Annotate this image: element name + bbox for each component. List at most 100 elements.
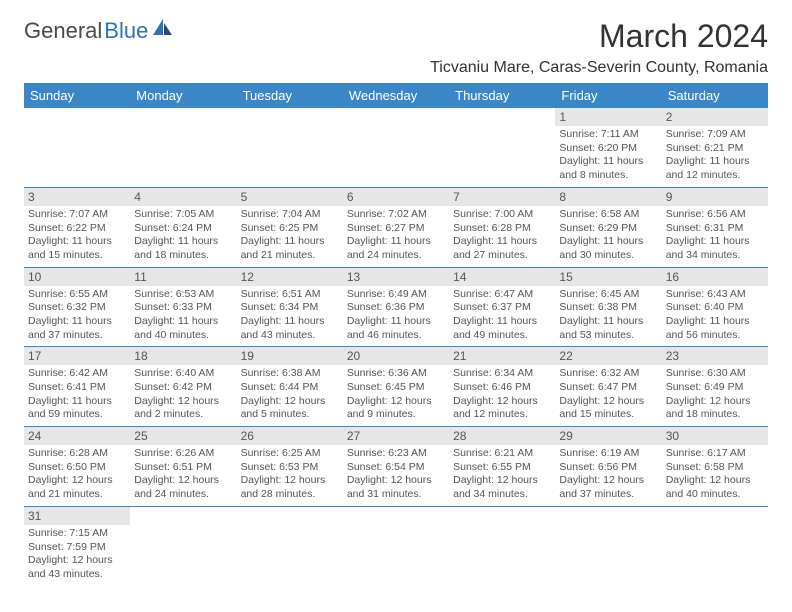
calendar-row: 31 Sunrise: 7:15 AMSunset: 7:59 PMDayligh… (24, 506, 768, 585)
day-info: Sunrise: 6:36 AMSunset: 6:45 PMDaylight:… (347, 367, 445, 422)
day-number: 4 (130, 188, 236, 206)
calendar-cell-empty (24, 108, 130, 187)
day-info-line: Sunset: 6:44 PM (241, 381, 339, 395)
day-info-line: and 56 minutes. (666, 329, 764, 343)
weekday-header: Friday (555, 83, 661, 108)
calendar-cell-empty (449, 108, 555, 187)
calendar-cell-empty (237, 506, 343, 585)
title-block: March 2024 (599, 18, 768, 55)
logo-text-2: Blue (104, 18, 148, 44)
day-info: Sunrise: 6:58 AMSunset: 6:29 PMDaylight:… (559, 208, 657, 263)
day-number: 14 (449, 268, 555, 286)
calendar-body: 1Sunrise: 7:11 AMSunset: 6:20 PMDaylight… (24, 108, 768, 586)
calendar-cell: 2Sunrise: 7:09 AMSunset: 6:21 PMDaylight… (662, 108, 768, 187)
day-info-line: Sunrise: 6:32 AM (559, 367, 657, 381)
day-number: 5 (237, 188, 343, 206)
day-info-line: Daylight: 12 hours (666, 395, 764, 409)
day-info-line: Sunrise: 6:56 AM (666, 208, 764, 222)
day-info: Sunrise: 6:34 AMSunset: 6:46 PMDaylight:… (453, 367, 551, 422)
day-number: 19 (237, 347, 343, 365)
calendar-cell-empty (237, 108, 343, 187)
day-info-line: and 46 minutes. (347, 329, 445, 343)
day-info: Sunrise: 7:15 AMSunset: 7:59 PMDaylight:… (28, 527, 126, 582)
day-info-line: and 18 minutes. (666, 408, 764, 422)
day-number: 6 (343, 188, 449, 206)
calendar-table: SundayMondayTuesdayWednesdayThursdayFrid… (24, 83, 768, 586)
day-number: 8 (555, 188, 661, 206)
day-info-line: Sunset: 6:36 PM (347, 301, 445, 315)
day-info: Sunrise: 7:00 AMSunset: 6:28 PMDaylight:… (453, 208, 551, 263)
calendar-cell: 5Sunrise: 7:04 AMSunset: 6:25 PMDaylight… (237, 187, 343, 267)
day-info-line: Sunset: 7:59 PM (28, 541, 126, 555)
day-info-line: Daylight: 11 hours (453, 235, 551, 249)
day-info: Sunrise: 6:43 AMSunset: 6:40 PMDaylight:… (666, 288, 764, 343)
calendar-cell: 1Sunrise: 7:11 AMSunset: 6:20 PMDaylight… (555, 108, 661, 187)
calendar-cell-empty (343, 108, 449, 187)
day-info-line: Sunset: 6:27 PM (347, 222, 445, 236)
day-info-line: and 28 minutes. (241, 488, 339, 502)
day-info-line: Sunrise: 6:30 AM (666, 367, 764, 381)
day-info-line: and 31 minutes. (347, 488, 445, 502)
calendar-cell: 9Sunrise: 6:56 AMSunset: 6:31 PMDaylight… (662, 187, 768, 267)
day-info-line: Sunrise: 7:15 AM (28, 527, 126, 541)
day-number: 31 (24, 507, 130, 525)
day-info-line: Sunset: 6:55 PM (453, 461, 551, 475)
day-number: 21 (449, 347, 555, 365)
day-info-line: Sunrise: 6:26 AM (134, 447, 232, 461)
day-info-line: Daylight: 12 hours (134, 395, 232, 409)
day-info: Sunrise: 6:45 AMSunset: 6:38 PMDaylight:… (559, 288, 657, 343)
day-info-line: Sunrise: 6:51 AM (241, 288, 339, 302)
day-info-line: Sunrise: 6:53 AM (134, 288, 232, 302)
day-number: 24 (24, 427, 130, 445)
calendar-cell: 6Sunrise: 7:02 AMSunset: 6:27 PMDaylight… (343, 187, 449, 267)
day-info-line: Daylight: 11 hours (28, 315, 126, 329)
day-info-line: and 40 minutes. (666, 488, 764, 502)
calendar-cell: 4 Sunrise: 7:05 AMSunset: 6:24 PMDaylight… (130, 187, 236, 267)
day-info-line: and 21 minutes. (241, 249, 339, 263)
day-info: Sunrise: 6:55 AMSunset: 6:32 PMDaylight:… (28, 288, 126, 343)
day-info-line: Sunrise: 6:58 AM (559, 208, 657, 222)
calendar-cell: 14Sunrise: 6:47 AMSunset: 6:37 PMDayligh… (449, 267, 555, 347)
day-info-line: and 34 minutes. (666, 249, 764, 263)
day-info-line: Sunset: 6:29 PM (559, 222, 657, 236)
day-info-line: Daylight: 11 hours (347, 235, 445, 249)
calendar-cell-empty (555, 506, 661, 585)
calendar-cell: 25Sunrise: 6:26 AMSunset: 6:51 PMDayligh… (130, 427, 236, 507)
day-info-line: Sunset: 6:37 PM (453, 301, 551, 315)
weekday-header: Tuesday (237, 83, 343, 108)
day-info-line: Sunrise: 6:23 AM (347, 447, 445, 461)
calendar-cell: 20Sunrise: 6:36 AMSunset: 6:45 PMDayligh… (343, 347, 449, 427)
day-info-line: Sunrise: 6:25 AM (241, 447, 339, 461)
day-info-line: and 34 minutes. (453, 488, 551, 502)
day-info-line: Sunset: 6:34 PM (241, 301, 339, 315)
location: Ticvaniu Mare, Caras-Severin County, Rom… (24, 59, 768, 77)
calendar-cell: 30Sunrise: 6:17 AMSunset: 6:58 PMDayligh… (662, 427, 768, 507)
day-info-line: and 18 minutes. (134, 249, 232, 263)
day-info-line: and 49 minutes. (453, 329, 551, 343)
day-info: Sunrise: 6:49 AMSunset: 6:36 PMDaylight:… (347, 288, 445, 343)
day-number: 13 (343, 268, 449, 286)
day-info: Sunrise: 6:21 AMSunset: 6:55 PMDaylight:… (453, 447, 551, 502)
day-info-line: Sunrise: 6:47 AM (453, 288, 551, 302)
day-number: 2 (662, 108, 768, 126)
day-info: Sunrise: 6:19 AMSunset: 6:56 PMDaylight:… (559, 447, 657, 502)
calendar-row: 1Sunrise: 7:11 AMSunset: 6:20 PMDaylight… (24, 108, 768, 187)
day-info-line: Sunrise: 6:36 AM (347, 367, 445, 381)
day-info-line: and 15 minutes. (28, 249, 126, 263)
calendar-row: 3Sunrise: 7:07 AMSunset: 6:22 PMDaylight… (24, 187, 768, 267)
day-info-line: Daylight: 11 hours (666, 155, 764, 169)
calendar-head: SundayMondayTuesdayWednesdayThursdayFrid… (24, 83, 768, 108)
day-info-line: Daylight: 12 hours (347, 395, 445, 409)
day-info-line: and 37 minutes. (559, 488, 657, 502)
day-info-line: Sunrise: 6:42 AM (28, 367, 126, 381)
day-number: 3 (24, 188, 130, 206)
day-info-line: and 40 minutes. (134, 329, 232, 343)
day-info-line: Sunrise: 7:04 AM (241, 208, 339, 222)
calendar-cell: 7Sunrise: 7:00 AMSunset: 6:28 PMDaylight… (449, 187, 555, 267)
day-number: 10 (24, 268, 130, 286)
day-number: 28 (449, 427, 555, 445)
day-info-line: Sunrise: 6:21 AM (453, 447, 551, 461)
day-info-line: Sunrise: 7:07 AM (28, 208, 126, 222)
day-info: Sunrise: 7:05 AMSunset: 6:24 PMDaylight:… (134, 208, 232, 263)
day-info-line: Sunset: 6:45 PM (347, 381, 445, 395)
